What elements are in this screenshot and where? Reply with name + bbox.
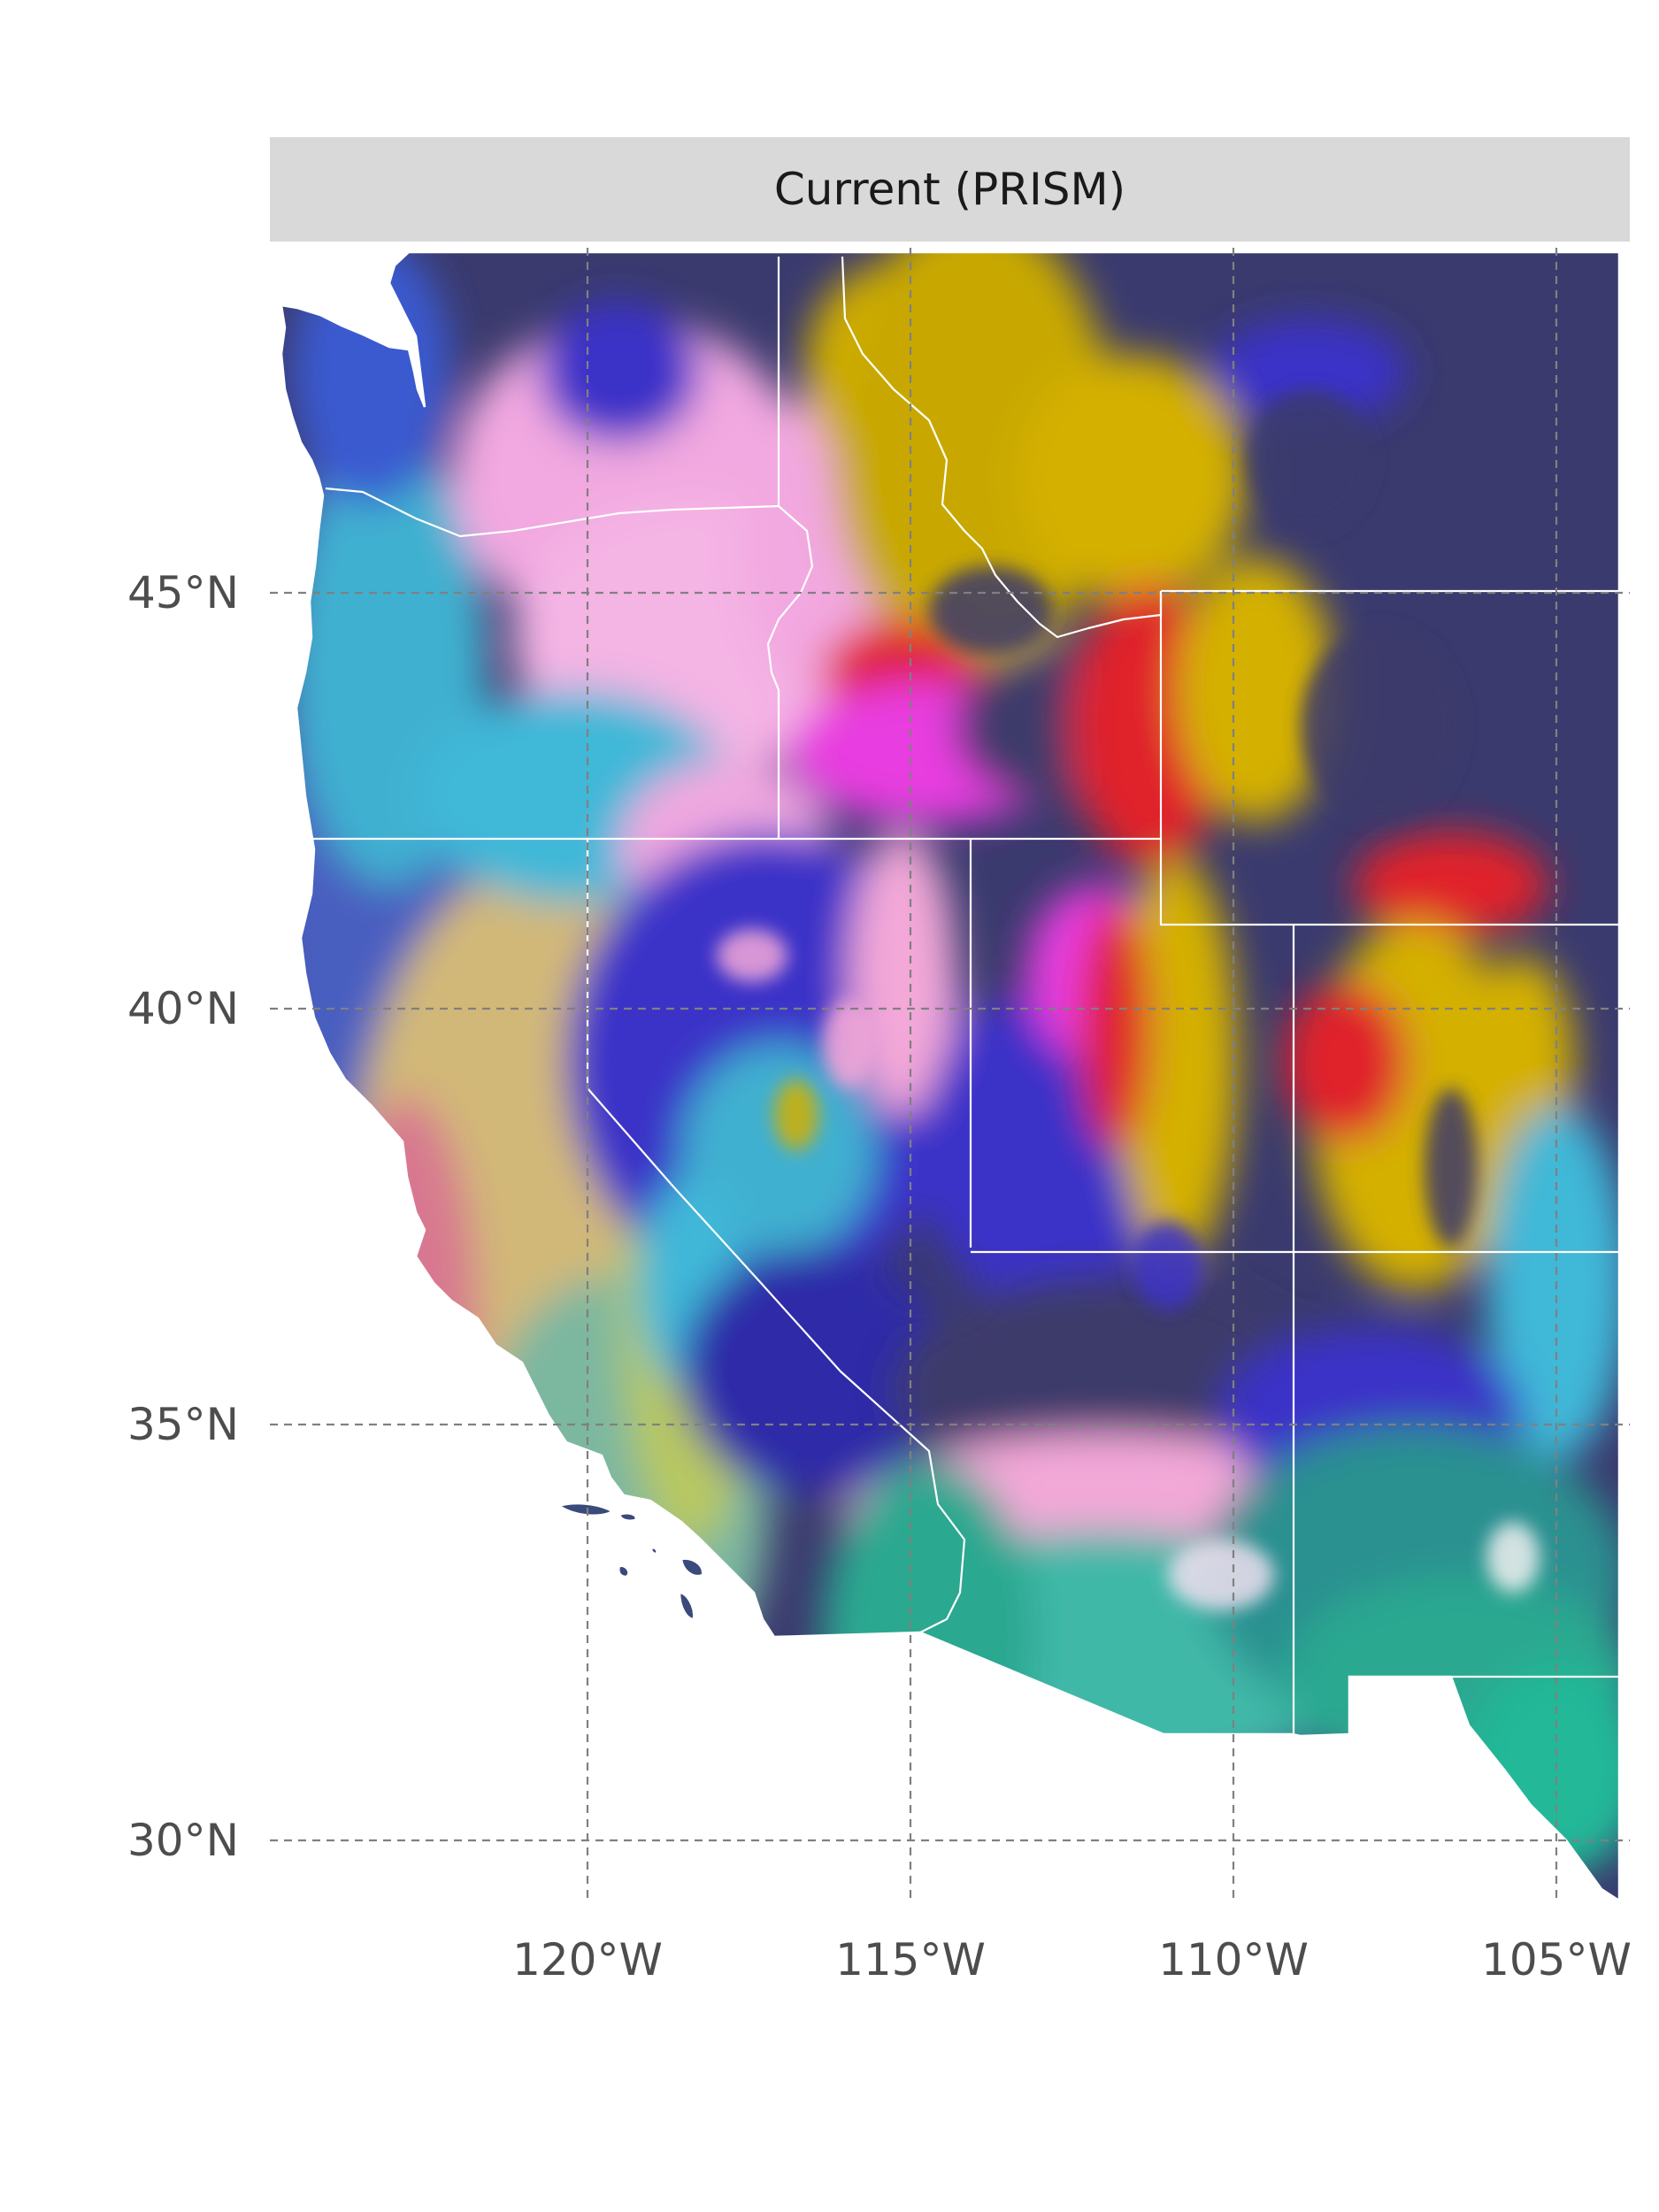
panel-title-strip: Current (PRISM) bbox=[270, 137, 1630, 242]
lat-tick-label: 30°N bbox=[127, 1815, 239, 1866]
lat-tick-label: 40°N bbox=[127, 983, 239, 1034]
state-boundary-7 bbox=[586, 839, 966, 1633]
panel-title: Current (PRISM) bbox=[773, 164, 1126, 215]
coastline bbox=[280, 250, 1621, 1903]
lat-tick-label: 45°N bbox=[127, 567, 239, 618]
lon-tick-label: 120°W bbox=[512, 1934, 663, 1985]
lon-tick-label: 105°W bbox=[1481, 1934, 1632, 1985]
graticule bbox=[270, 248, 1630, 1901]
state-boundary-5 bbox=[1159, 591, 1619, 926]
state-boundaries bbox=[305, 256, 1619, 1734]
lon-tick-label: 115°W bbox=[835, 1934, 986, 1985]
tick-labels: 45°N 40°N 35°N 30°N 120°W 115°W 110°W 105°W bbox=[127, 567, 1632, 1985]
lat-tick-label: 35°N bbox=[127, 1399, 239, 1450]
state-boundary-1 bbox=[325, 487, 780, 538]
climate-raster bbox=[281, 252, 1619, 1901]
state-boundary-2 bbox=[766, 257, 814, 839]
lon-tick-label: 110°W bbox=[1158, 1934, 1309, 1985]
state-boundary-3 bbox=[841, 256, 1163, 639]
channel-islands bbox=[557, 1502, 704, 1621]
